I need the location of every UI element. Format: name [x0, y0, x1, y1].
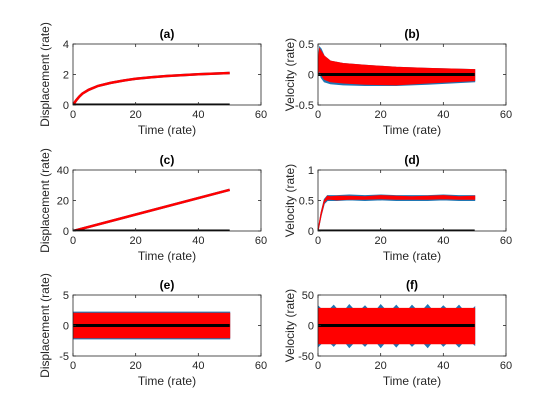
panel-c: 0 20 40 60 0 20 40 (c) Time (rate) Displacement (… — [38, 148, 267, 263]
x-tick-label: 60 — [500, 235, 512, 247]
y-tick-label: 1 — [308, 165, 314, 177]
y-tick-label: -50 — [298, 351, 314, 363]
x-tick-label: 40 — [437, 360, 449, 372]
series-group — [318, 194, 476, 231]
y-tick-label: 5 — [63, 290, 69, 302]
x-axis-label: Time (rate) — [383, 123, 441, 137]
x-tick-label: 20 — [375, 235, 387, 247]
x-tick-label: 20 — [375, 360, 387, 372]
panel-title: (d) — [404, 153, 419, 167]
series-1-line — [73, 188, 231, 231]
x-tick-label: 40 — [192, 360, 204, 372]
panel-title: (f) — [406, 278, 418, 292]
x-tick-label: 0 — [70, 360, 76, 372]
x-tick-label: 40 — [437, 235, 449, 247]
series-group — [73, 311, 231, 340]
series-group — [73, 188, 231, 231]
panels: 0 20 40 60 0 2 4 (a) Time (rate) Displacement (ra… — [38, 22, 512, 388]
y-tick-label: 0 — [63, 226, 69, 238]
series-group — [318, 304, 476, 349]
y-tick-label: 50 — [302, 290, 314, 302]
plot-area — [73, 170, 261, 231]
x-tick-label: 60 — [255, 360, 267, 372]
x-axis-label: Time (rate) — [138, 123, 196, 137]
x-tick-label: 0 — [70, 109, 76, 121]
panel-title: (e) — [160, 278, 175, 292]
y-tick-label: 0 — [308, 321, 314, 333]
series-group — [73, 71, 230, 105]
x-tick-label: 60 — [255, 109, 267, 121]
x-axis-label: Time (rate) — [138, 249, 196, 263]
y-tick-label: -5 — [59, 351, 69, 363]
y-tick-label: -0.5 — [295, 100, 314, 112]
panel-e: 0 20 40 60-505(e)Time (rate)Displacement (r… — [38, 273, 267, 388]
x-tick-label: 0 — [70, 235, 76, 247]
y-tick-label: 0.5 — [299, 196, 314, 208]
y-axis-label: Displacement (rate) — [38, 22, 52, 127]
x-tick-label: 40 — [192, 235, 204, 247]
x-tick-label: 20 — [130, 360, 142, 372]
x-tick-label: 20 — [130, 235, 142, 247]
panel-title: (c) — [160, 153, 175, 167]
x-tick-label: 0 — [315, 235, 321, 247]
y-tick-label: 0.5 — [299, 39, 314, 51]
panel-a: 0 20 40 60 0 2 4 (a) Time (rate) Displacement (ra… — [38, 22, 267, 137]
x-tick-label: 20 — [375, 109, 387, 121]
x-tick-label: 0 — [315, 109, 321, 121]
x-tick-label: 60 — [500, 360, 512, 372]
x-tick-label: 60 — [255, 235, 267, 247]
x-tick-label: 40 — [192, 109, 204, 121]
y-axis-label: Velocity (rate) — [283, 289, 297, 362]
x-axis-label: Time (rate) — [138, 374, 196, 388]
y-tick-label: 0 — [308, 226, 314, 238]
y-tick-label: 0 — [63, 100, 69, 112]
y-tick-label: 0 — [63, 321, 69, 333]
x-axis-label: Time (rate) — [383, 374, 441, 388]
x-tick-label: 60 — [500, 109, 512, 121]
panel-d: 0 20 40 60 0 0.5 1 (d) Time (rate) Velocity (rate… — [283, 153, 512, 263]
y-tick-label: 4 — [63, 39, 69, 51]
x-tick-label: 40 — [437, 109, 449, 121]
x-axis-label: Time (rate) — [383, 249, 441, 263]
y-axis-label: Velocity (rate) — [283, 164, 297, 237]
y-tick-label: 20 — [57, 196, 69, 208]
y-tick-label: 0 — [308, 70, 314, 82]
panel-title: (a) — [160, 27, 175, 41]
x-tick-label: 20 — [130, 109, 142, 121]
y-tick-label: 2 — [63, 70, 69, 82]
plot-area — [73, 44, 261, 105]
panel-title: (b) — [404, 27, 419, 41]
series-group — [318, 45, 476, 86]
x-tick-label: 0 — [315, 360, 321, 372]
y-axis-label: Displacement (rate) — [38, 148, 52, 253]
series-1-line — [73, 71, 230, 105]
y-tick-label: 40 — [57, 165, 69, 177]
series-1-band — [318, 195, 476, 231]
panel-b: 0 20 40 60-0.500.5(b)Time (rate)Velocity (r… — [283, 27, 512, 137]
y-axis-label: Displacement (rate) — [38, 273, 52, 378]
y-axis-label: Velocity (rate) — [283, 38, 297, 111]
